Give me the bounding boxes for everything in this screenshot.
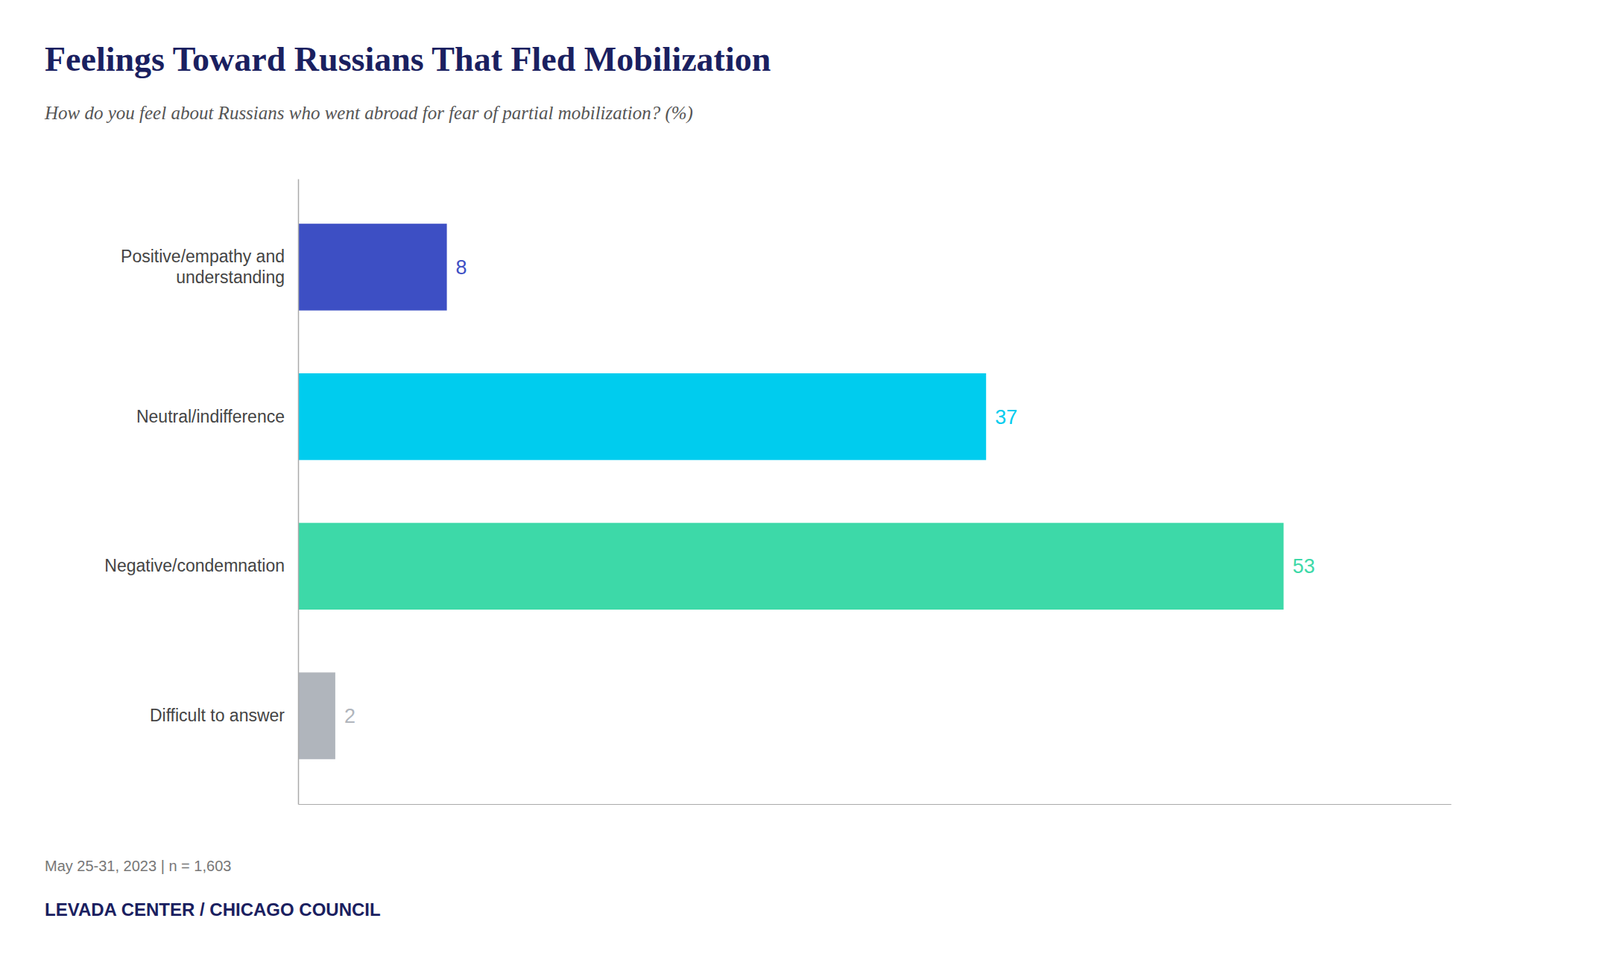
- y-tick-label: Positive/empathy andunderstanding: [120, 246, 285, 287]
- data-label: 53: [1292, 555, 1315, 578]
- bars: [298, 223, 1284, 760]
- y-axis: Positive/empathy andunderstanding Neutral…: [104, 179, 299, 805]
- y-tick: Positive/empathy andunderstanding: [120, 246, 299, 287]
- source: LEVADA CENTER / CHICAGO COUNCIL: [44, 899, 381, 920]
- plot-area: Positive/empathy andunderstanding Neutral…: [104, 179, 1451, 805]
- data-label: 2: [344, 704, 356, 728]
- y-axis-line: [298, 179, 300, 805]
- bar: [298, 373, 986, 460]
- bar: [298, 672, 336, 759]
- data-label: 37: [994, 406, 1018, 429]
- y-tick: Difficult to answer: [149, 705, 299, 726]
- y-tick-label: Neutral/indifference: [136, 406, 285, 427]
- chart-svg: Feelings Toward Russians That Fled Mobil…: [0, 0, 1600, 968]
- y-tick-label: Negative/condemnation: [104, 555, 285, 576]
- y-tick: Negative/condemnation: [104, 555, 299, 576]
- y-tick-label-line: Negative/condemnation: [104, 555, 285, 576]
- y-tick-label-line: Neutral/indifference: [136, 406, 285, 427]
- bar: [298, 223, 448, 311]
- footnote: May 25-31, 2023 | n = 1,603: [44, 857, 232, 875]
- y-tick-label-line: understanding: [175, 267, 285, 287]
- data-labels: 8 37 53 2: [344, 256, 1316, 728]
- bar: [298, 523, 1284, 610]
- y-tick-label: Difficult to answer: [149, 705, 285, 726]
- x-axis: [298, 804, 1452, 805]
- y-tick-label-line: Positive/empathy and: [120, 246, 285, 267]
- y-tick-label-line: Difficult to answer: [149, 705, 285, 726]
- data-label: 8: [456, 256, 468, 279]
- x-axis-line: [298, 804, 1452, 805]
- y-tick: Neutral/indifference: [136, 406, 299, 427]
- title: Feelings Toward Russians That Fled Mobil…: [44, 40, 771, 79]
- subtitle: How do you feel about Russians who went …: [43, 102, 694, 124]
- annotations: May 25-31, 2023 | n = 1,603 LEVADA CENTER…: [44, 857, 381, 920]
- chart-container: Feelings Toward Russians That Fled Mobil…: [0, 0, 1600, 968]
